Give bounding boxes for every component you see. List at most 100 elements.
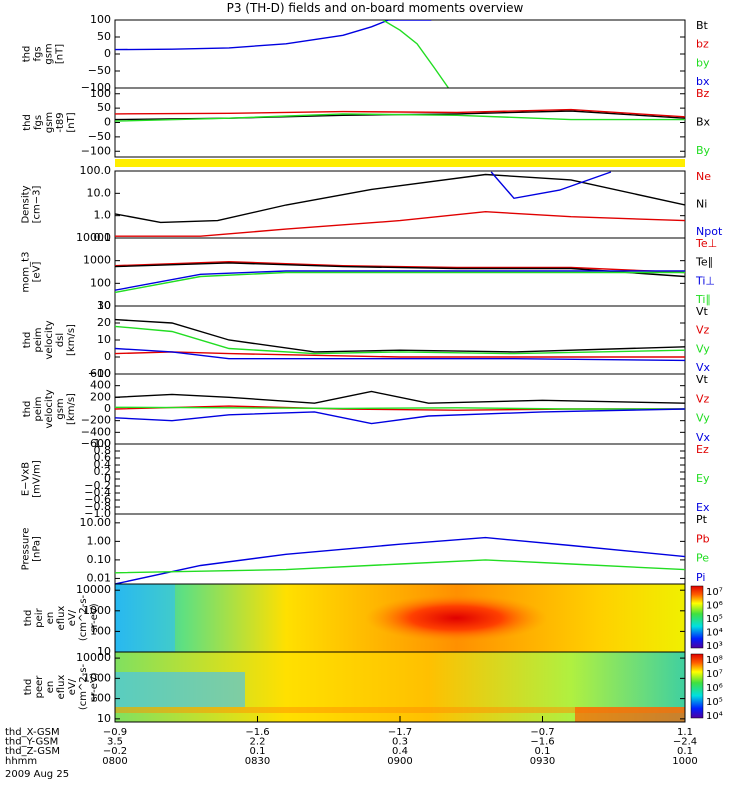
legend-efield-Ez: Ez	[696, 443, 709, 456]
ytick-label: 100.0	[80, 164, 112, 177]
ytick-label: −100	[81, 81, 111, 94]
legend-mom_t-Ti∥: Ti∥	[695, 293, 711, 306]
legend-vel_dsl-Vx: Vx	[696, 361, 711, 374]
panel-peir: 10⁷ 10⁶ 10⁵ 10⁴ 10³ 10000 1000 100 10 thdpeirenef…	[23, 583, 723, 658]
x-row-label: thd_X-GSM	[5, 727, 60, 738]
colorbar-peer	[690, 653, 704, 719]
x-tick-value: 3.5	[107, 737, 123, 748]
ytick-label: 1.00	[87, 534, 112, 547]
panel-frame	[114, 87, 686, 158]
legend-vel_dsl-Vz: Vz	[696, 324, 710, 337]
ytick-label: 10	[97, 333, 111, 346]
date-label: 2009 Aug 25	[5, 769, 69, 780]
ytick-label: 1.0	[94, 437, 112, 450]
x-row-label: thd_Y-GSM	[5, 737, 58, 748]
ytick-label: 10	[97, 712, 111, 725]
ytick-label: 0.1	[94, 231, 112, 244]
series-vel_gsm-Vy	[115, 406, 685, 410]
ytick-label: 0.10	[87, 553, 112, 566]
x-tick-value: −0.7	[530, 727, 554, 738]
ytick-label: −100	[81, 144, 111, 157]
panel-mom_t: 10000 1000 100 10 mom_t3[eV] Te⊥ Te∥ Ti⊥ Ti∥	[21, 231, 718, 312]
ytick-label: 20	[97, 316, 111, 329]
ytick-label: −0.6	[84, 493, 111, 506]
ylabel-fgl: thdfgsgsm-t89[nT]	[22, 112, 77, 133]
legend-vel_dsl-Vy: Vy	[696, 342, 710, 355]
colorbar-tick: 10⁴	[706, 628, 723, 639]
ytick-label: 10000	[76, 651, 111, 664]
legend-fgs-bx: bx	[696, 75, 710, 88]
colorbar-tick: 10⁶	[706, 601, 723, 612]
spin-bar	[115, 159, 685, 167]
ylabel-peir: thdpeirenefluxeV/(cm^2-s-sr-eV)	[23, 594, 100, 641]
panel-frame	[114, 513, 686, 585]
ytick-label: 50	[97, 30, 111, 43]
legend-efield-Ey: Ey	[696, 472, 710, 485]
x-tick-value: 0930	[530, 756, 555, 767]
legend-fgs-bz: bz	[696, 38, 709, 51]
legend-density-Npot: Npot	[696, 225, 723, 238]
ytick-label: −400	[81, 425, 111, 438]
legend-vel_gsm-Vx: Vx	[696, 431, 711, 444]
ytick-label: 1000	[83, 604, 111, 617]
ylabel-density: Density[cm−3]	[21, 185, 43, 223]
series-fgl-Bz	[115, 108, 685, 118]
x-tick-value: 0.1	[677, 746, 693, 757]
ytick-label: 1000	[83, 671, 111, 684]
panel-frame	[114, 170, 686, 239]
colorbar-tick: 10⁸	[706, 655, 723, 666]
ytick-label: 10	[97, 645, 111, 658]
series-fgl-By	[115, 113, 685, 122]
x-tick-value: 0800	[102, 756, 127, 767]
legend-fgs-by: by	[696, 56, 710, 69]
x-row-label: thd_Z-GSM	[5, 746, 60, 757]
colorbar-tick: 10³	[706, 641, 723, 652]
x-tick-value: −0.2	[103, 746, 127, 757]
ytick-label: 0.4	[94, 458, 112, 471]
ytick-label: 200	[90, 390, 111, 403]
legend-density-Ni: Ni	[696, 198, 707, 211]
x-tick-value: 0900	[387, 756, 412, 767]
x-tick-value: −1.6	[245, 727, 269, 738]
panel-efield: 1.00.80.60.40.20−0.2−0.4−0.6−0.8−1.0 E−Vx…	[21, 437, 710, 520]
ytick-label: 1.0	[94, 209, 112, 222]
ytick-label: 10.00	[80, 516, 112, 529]
ytick-label: 30	[97, 299, 111, 312]
ytick-label: 100	[90, 692, 111, 705]
panel-pressure: 10.00 1.00 0.10 0.01 Pressure[nPa] Pt Pb Pe Pi	[21, 513, 710, 585]
x-tick-value: −2.4	[673, 737, 697, 748]
x-tick-value: −0.9	[103, 727, 127, 738]
x-tick-value: 1.1	[677, 727, 693, 738]
ytick-label: −50	[88, 64, 111, 77]
ytick-label: 0	[104, 402, 111, 415]
ytick-label: 0.2	[94, 465, 112, 478]
x-tick-value: 0.1	[535, 746, 551, 757]
ytick-label: −0.8	[84, 500, 111, 513]
legend-efield-Ex: Ex	[696, 501, 710, 514]
colorbar-tick: 10⁷	[706, 587, 723, 598]
x-tick-value: −1.7	[388, 727, 412, 738]
series-vel_dsl-Vt	[115, 318, 685, 353]
ytick-label: 1000	[83, 254, 111, 267]
ylabel-pressure: Pressure[nPa]	[21, 528, 43, 571]
spectrogram-peir	[115, 584, 685, 652]
series-mom_t-Te∥	[115, 262, 685, 278]
ytick-label: 10.0	[87, 186, 112, 199]
legend-pressure-Pe: Pe	[696, 552, 709, 565]
legend-pressure-Pb: Pb	[696, 532, 710, 545]
ytick-label: −50	[88, 130, 111, 143]
ytick-label: 50	[97, 101, 111, 114]
series-vel_dsl-Vx	[115, 347, 685, 362]
colorbar-tick: 10⁵	[706, 614, 723, 625]
ytick-label: 0	[104, 472, 111, 485]
ytick-label: 10	[97, 299, 111, 312]
panel-density: 100.0 10.0 1.0 0.1 Density[cm−3] Ne Ni Npot	[21, 164, 723, 244]
ytick-label: 100	[90, 13, 111, 26]
x-tick-value: 2.2	[250, 737, 266, 748]
series-pressure-Pi	[115, 536, 685, 584]
ytick-label: 0	[104, 116, 111, 129]
series-density-Ni	[115, 173, 685, 224]
ylabel-vel_dsl: thdpeimvelocitydsl[km/s]	[22, 320, 77, 359]
